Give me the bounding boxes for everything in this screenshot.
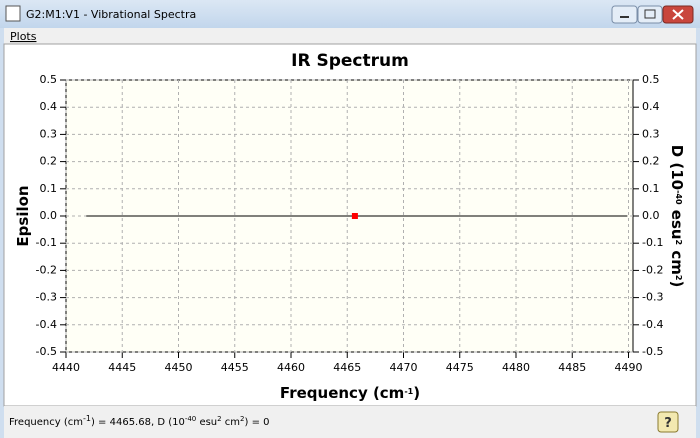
y2-tick-label: 0.5 [642,73,660,86]
y-tick-label: 0.2 [40,155,58,168]
y2-label-part: cm [668,245,686,275]
y-tick-label: 0.3 [40,127,58,140]
y2-tick-label: -0.2 [642,263,663,276]
minimize-icon [620,16,629,18]
y2-tick-label: -0.4 [642,318,663,331]
y2-tick-label: 0.1 [642,182,660,195]
y-tick-label: 0.1 [40,182,58,195]
x-axis-label: Frequency (cm-1) [280,384,420,402]
x-tick-label: 4450 [165,361,193,374]
y2-tick-label: 0.0 [642,209,660,222]
y2-tick-label: 0.3 [642,127,660,140]
status-part: esu [196,417,217,428]
x-tick-label: 4455 [221,361,249,374]
y2-tick-label: -0.5 [642,345,663,358]
minimize-button[interactable] [611,5,638,24]
y-tick-label: -0.3 [36,291,57,304]
y2-label-part: D (10 [668,145,686,190]
x-tick-label: 4490 [615,361,643,374]
title-bar [0,0,700,28]
x-tick-label: 4485 [558,361,586,374]
x-tick-label: 4475 [446,361,474,374]
status-part: ) = 4465.68, D (10 [91,417,185,428]
status-part: ) = 0 [245,417,270,428]
y2-tick-label: 0.2 [642,155,660,168]
y-tick-label: 0.5 [40,73,58,86]
x-tick-label: 4470 [390,361,418,374]
y2-axis-label: D (10-40 esu2 cm2) [668,145,686,288]
help-button[interactable] [657,411,679,433]
status-sup: 2 [217,415,221,423]
y2-label-sup: 2 [675,240,684,246]
app-icon [5,5,21,22]
y2-label-sup: 2 [675,275,684,281]
status-sup: -1 [83,414,91,423]
y2-label-part: esu [668,205,686,240]
peak-marker [351,213,358,219]
window-title: G2:M1:V1 - Vibrational Spectra [26,8,196,21]
y-tick-label: -0.1 [36,236,57,249]
x-tick-label: 4445 [108,361,136,374]
y-tick-label: -0.4 [36,318,57,331]
y2-tick-label: 0.4 [642,100,660,113]
x-tick-label: 4480 [502,361,530,374]
x-axis-label-sup: -1 [404,387,413,396]
y2-tick-label: -0.3 [642,291,663,304]
status-sup: 2 [240,415,244,423]
y2-label-sup: -40 [675,190,684,205]
x-axis-label-part: Frequency (cm [280,384,404,402]
x-tick-label: 4465 [333,361,361,374]
status-bar [4,406,696,438]
menu-item[interactable]: Plots [10,30,37,43]
status-text: Frequency (cm-1) = 4465.68, D (10-40 esu… [9,414,270,429]
x-tick-label: 4440 [52,361,80,374]
y-tick-label: -0.2 [36,263,57,276]
maximize-button[interactable] [637,5,663,24]
y2-tick-label: -0.1 [642,236,663,249]
status-part: cm [222,417,240,428]
y-tick-label: -0.5 [36,345,57,358]
x-tick-label: 4460 [277,361,305,374]
y-tick-label: 0.0 [40,209,58,222]
status-sup: -40 [185,415,196,423]
x-axis-label-part: ) [413,384,420,402]
close-icon [672,9,684,20]
help-icon: ? [664,416,672,431]
y-axis-label: Epsilon [14,185,32,246]
chart-title: IR Spectrum [291,51,409,71]
status-part: Frequency (cm [9,417,83,428]
y-tick-label: 0.4 [40,100,58,113]
maximize-icon [644,9,656,19]
y2-label-part: ) [668,280,686,287]
menu-bar [4,28,696,44]
